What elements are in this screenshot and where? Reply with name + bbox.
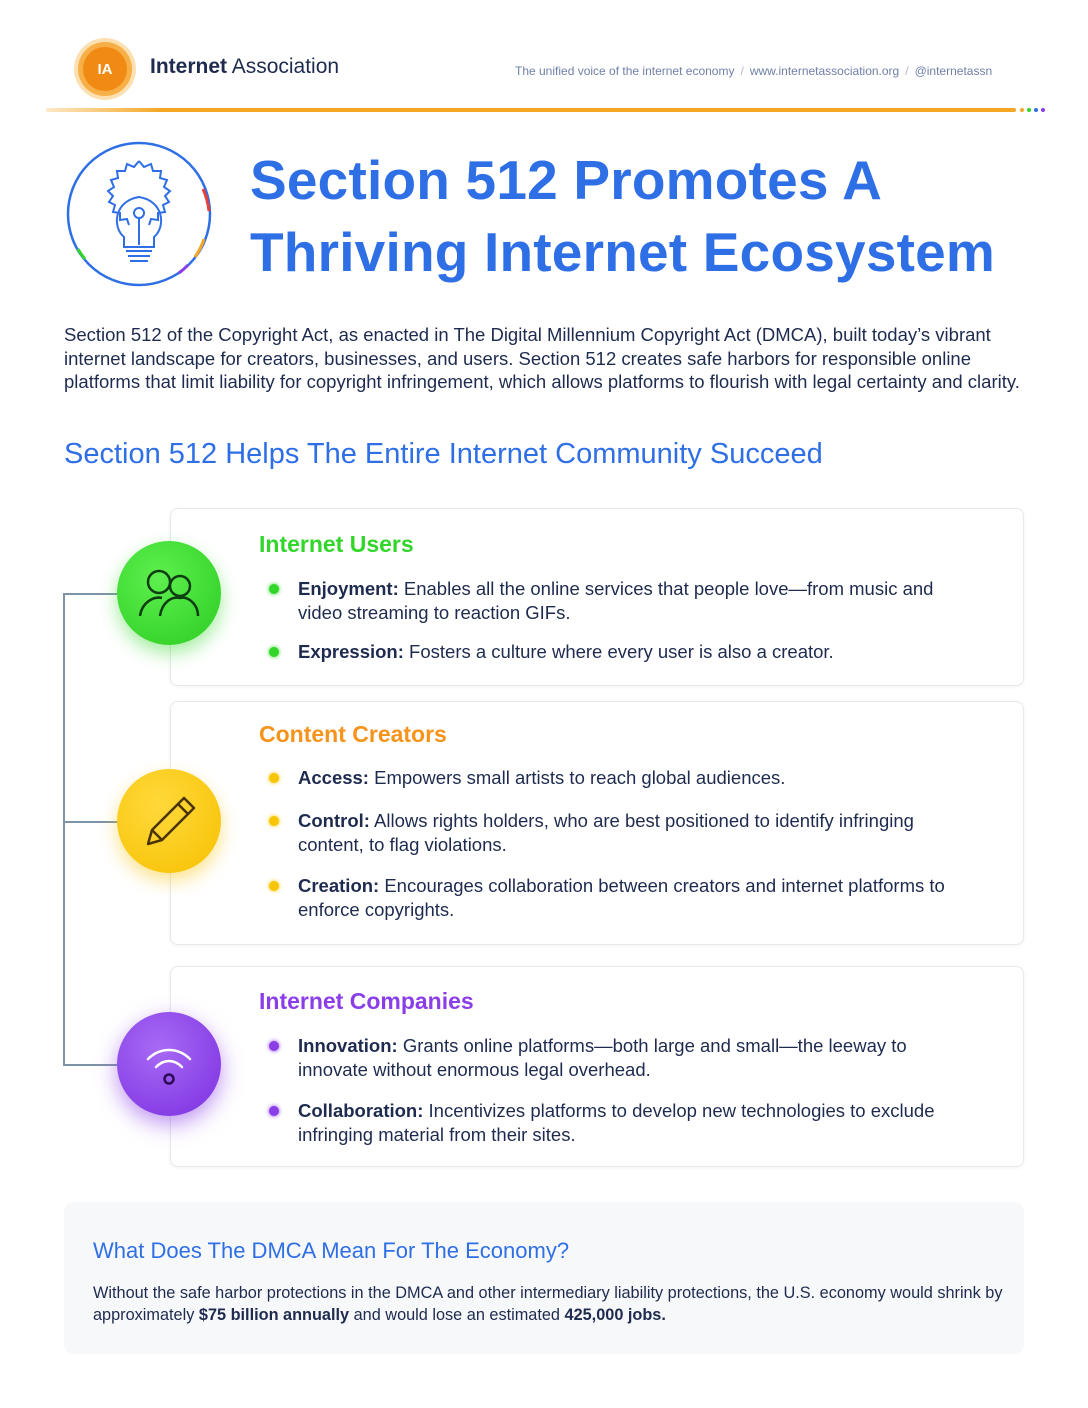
separator: / [740, 64, 744, 78]
economy-box: What Does The DMCA Mean For The Economy?… [64, 1202, 1024, 1354]
list-item: Enjoyment: Enables all the online servic… [259, 577, 979, 624]
intro-paragraph: Section 512 of the Copyright Act, as ena… [64, 324, 1020, 392]
header-divider [46, 108, 1016, 112]
connector-branch [63, 593, 121, 595]
internet-users-card: Internet Users Enjoyment: Enables all th… [170, 508, 1024, 686]
economy-text-part: and would lose an estimated [349, 1306, 565, 1324]
users-icon [117, 541, 221, 645]
brand-name-part2: Association [227, 55, 340, 78]
page-title-line2: Thriving Internet Ecosystem [250, 221, 996, 283]
page-title: Section 512 Promotes A Thriving Internet… [250, 144, 1040, 288]
item-term: Innovation: [298, 1035, 398, 1056]
color-dots [1020, 108, 1045, 112]
tagline-text: The unified voice of the internet econom… [515, 64, 735, 78]
item-text: Allows rights holders, who are best posi… [298, 810, 914, 855]
item-text: Empowers small artists to reach global a… [368, 767, 786, 788]
item-term: Control: [298, 810, 370, 831]
brand-name: Internet Association [150, 55, 339, 79]
list-item: Innovation: Grants online platforms—both… [259, 1034, 979, 1081]
item-text: Enables all the online services that peo… [298, 578, 934, 623]
connector-branch [63, 1064, 121, 1066]
list-item: Creation: Encourages collaboration betwe… [259, 874, 979, 921]
item-term: Creation: [298, 875, 380, 896]
economy-text: Without the safe harbor protections in t… [93, 1282, 1003, 1326]
svg-text:IA: IA [98, 61, 113, 78]
bullet [269, 816, 279, 826]
item-term: Expression: [298, 641, 404, 662]
item-text: Grants online platforms—both large and s… [298, 1035, 907, 1080]
separator: / [905, 64, 909, 78]
item-text: Incentivizes platforms to develop new te… [298, 1100, 935, 1145]
item-term: Collaboration: [298, 1100, 424, 1121]
brand-name-part1: Internet [150, 55, 228, 78]
connector-line [63, 593, 65, 1066]
card-heading: Internet Users [259, 531, 414, 557]
bullet [269, 881, 279, 891]
economy-highlight: 425,000 jobs. [564, 1306, 666, 1324]
card-heading: Internet Companies [259, 988, 474, 1014]
website-link[interactable]: www.internetassociation.org [749, 64, 900, 78]
economy-highlight: $75 billion annually [198, 1306, 350, 1324]
bullet [269, 647, 279, 657]
ia-logo-mark: IA [74, 38, 136, 100]
bullet [269, 1041, 279, 1051]
twitter-handle-link[interactable]: @internetassn [914, 64, 993, 78]
dot-purple [1041, 108, 1045, 112]
section-subheading: Section 512 Helps The Entire Internet Co… [64, 438, 823, 470]
pencil-icon [117, 769, 221, 873]
dot-orange [1020, 108, 1024, 112]
lightbulb-icon [64, 139, 214, 289]
economy-text-part: Without the safe harbor protections in t… [93, 1284, 1003, 1324]
dot-blue [1034, 108, 1038, 112]
item-term: Access: [298, 767, 369, 788]
item-text: Fosters a culture where every user is al… [403, 641, 834, 662]
card-heading: Content Creators [259, 721, 447, 747]
item-term: Enjoyment: [298, 578, 399, 599]
list-item: Expression: Fosters a culture where ever… [259, 640, 979, 664]
list-item: Control: Allows rights holders, who are … [259, 809, 979, 856]
bullet [269, 584, 279, 594]
bullet [269, 1106, 279, 1116]
item-text: Encourages collaboration between creator… [298, 875, 945, 920]
content-creators-card: Content Creators Access: Empowers small … [170, 701, 1024, 945]
wifi-icon [117, 1012, 221, 1116]
header-links: The unified voice of the internet econom… [515, 64, 992, 78]
economy-heading: What Does The DMCA Mean For The Economy? [93, 1238, 570, 1263]
list-item: Collaboration: Incentivizes platforms to… [259, 1099, 979, 1146]
dot-green [1027, 108, 1031, 112]
ia-logo: IA [72, 36, 138, 102]
list-item: Access: Empowers small artists to reach … [259, 766, 979, 790]
internet-companies-card: Internet Companies Innovation: Grants on… [170, 966, 1024, 1167]
connector-branch [63, 821, 121, 823]
bullet [269, 773, 279, 783]
page-title-line1: Section 512 Promotes A [250, 149, 883, 211]
